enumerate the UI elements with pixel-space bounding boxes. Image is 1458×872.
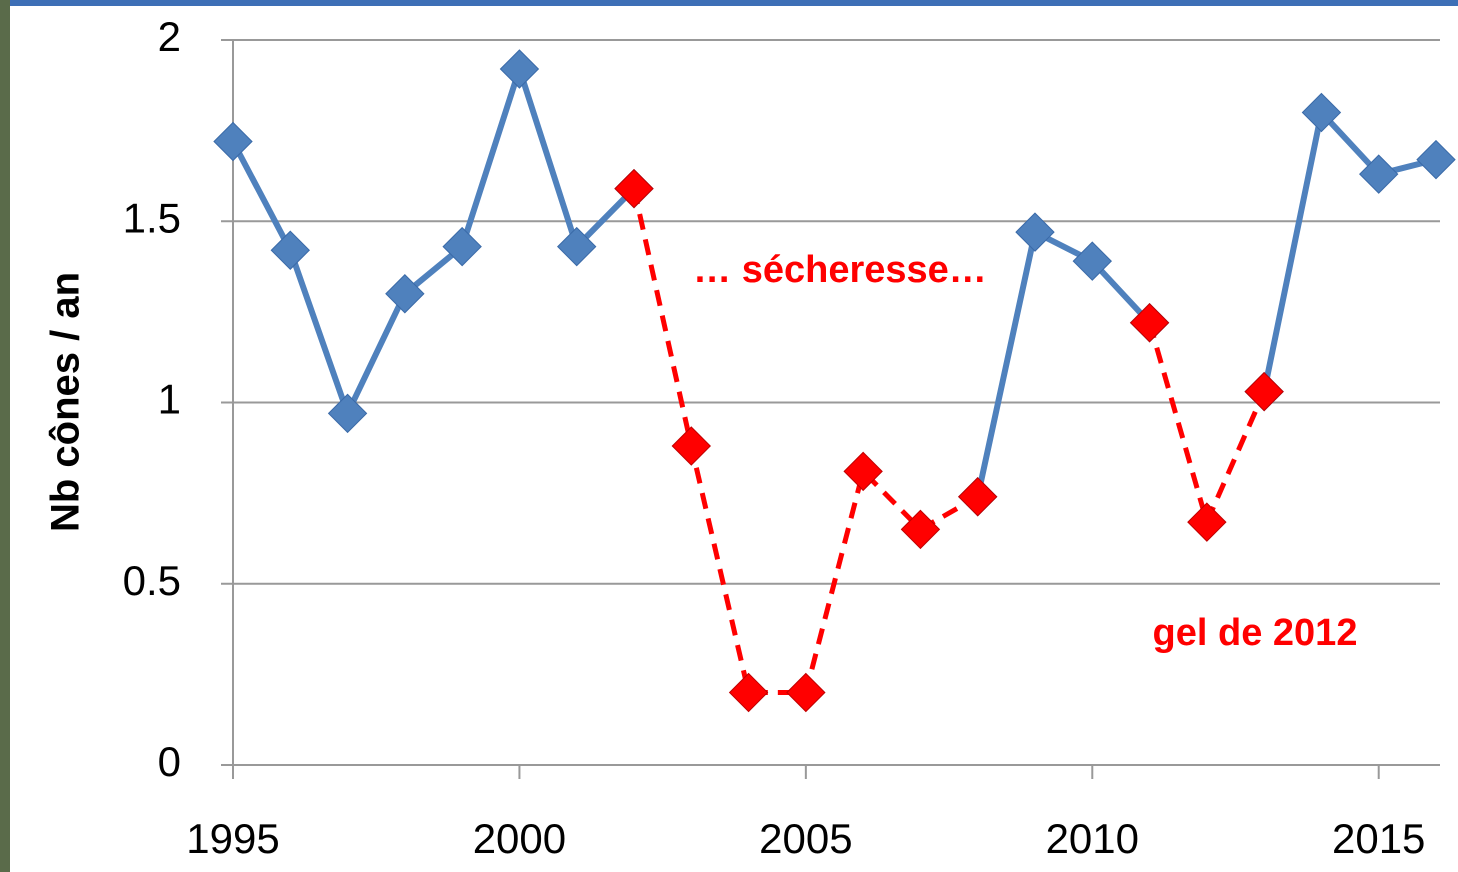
x-tick-label: 2005 [759, 815, 852, 862]
marker [1187, 502, 1227, 542]
frame-left [0, 0, 10, 872]
marker [1359, 154, 1399, 194]
annotation: … sécheresse… [693, 249, 987, 291]
marker [728, 672, 769, 713]
marker [1072, 241, 1112, 281]
marker [1244, 371, 1284, 412]
x-tick-label: 1995 [186, 815, 279, 862]
marker [385, 274, 425, 314]
marker [900, 509, 941, 550]
y-tick-label: 0.5 [123, 557, 181, 604]
marker [270, 230, 310, 270]
marker [442, 226, 482, 267]
x-tick-label: 2000 [473, 815, 566, 862]
frame-top [0, 0, 1458, 6]
y-tick-label: 1 [158, 376, 181, 423]
marker [958, 477, 998, 517]
y-tick-label: 0 [158, 738, 181, 785]
marker [671, 426, 711, 466]
y-tick-label: 2 [158, 13, 181, 60]
series-line [1147, 322, 1267, 525]
y-tick-label: 1.5 [123, 194, 181, 241]
series-line [1261, 109, 1437, 393]
marker [327, 393, 368, 434]
marker [843, 451, 883, 492]
marker [1129, 303, 1170, 343]
y-axis-label: Nb cônes / an [44, 272, 88, 532]
marker [213, 121, 253, 162]
marker [1301, 92, 1342, 133]
marker [1015, 212, 1055, 252]
annotation: gel de 2012 [1153, 612, 1358, 654]
x-tick-label: 2010 [1046, 815, 1139, 862]
marker [557, 226, 597, 267]
marker [786, 672, 826, 713]
series-line [974, 229, 1152, 498]
x-tick-label: 2015 [1332, 815, 1425, 862]
marker [614, 168, 654, 209]
marker [499, 49, 540, 89]
series-line [230, 66, 637, 417]
marker [1416, 139, 1456, 180]
